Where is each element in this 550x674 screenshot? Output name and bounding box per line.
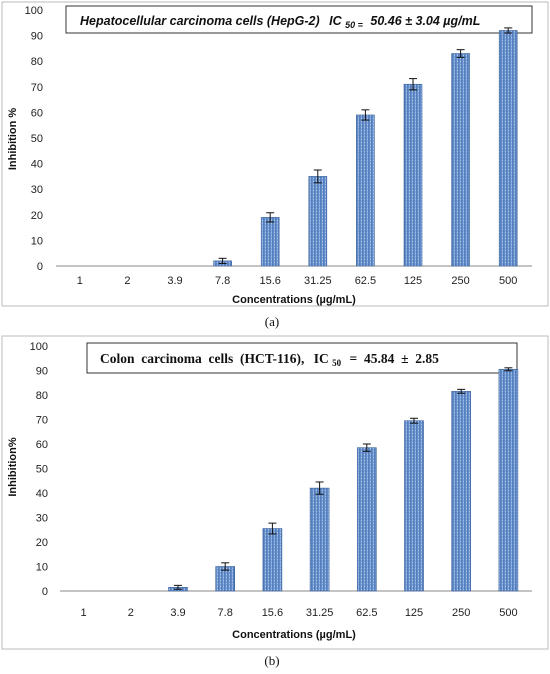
bar: [260, 217, 280, 267]
y-tick-label: 40: [36, 488, 48, 500]
x-tick-label: 250: [452, 607, 470, 619]
chart-a-xlabel: Concentrations (µg/mL): [232, 294, 356, 306]
x-tick-label: 31.25: [304, 275, 332, 287]
chart-a-title-ic: IC: [329, 14, 342, 28]
x-tick-label: 250: [451, 275, 469, 287]
chart-b: Colon carcinoma cells (HCT-116), IC 50 =…: [1, 335, 549, 650]
chart-b-title-ic-sub: 50: [332, 358, 342, 368]
y-tick-label: 50: [36, 464, 48, 476]
chart-b-plot: 0 10 20 30 40 50 60 70 80 90 100 1 2 3.9 7.8 15.6 31.25 6…: [30, 341, 532, 619]
y-tick-label: 90: [36, 366, 48, 378]
x-tick-label: 500: [499, 607, 517, 619]
x-tick-label: 15.6: [259, 275, 280, 287]
bar: [451, 53, 470, 267]
chart-b-xlabel: Concentrations (µg/mL): [232, 629, 356, 641]
chart-a-frame: [1, 1, 549, 307]
y-tick-label: 30: [36, 513, 48, 525]
x-tick-label: 62.5: [356, 607, 377, 619]
y-tick-label: 0: [42, 586, 48, 598]
chart-b-title-main: Colon carcinoma cells (HCT-116),: [100, 351, 304, 366]
chart-a-ylabel: Inhibition %: [7, 108, 19, 171]
bar: [404, 420, 424, 592]
x-tick-label: 31.25: [306, 607, 334, 619]
x-tick-label: 62.5: [355, 275, 376, 287]
x-tick-label: 125: [404, 275, 422, 287]
chart-b-title-box: [86, 342, 518, 374]
chart-a-title: Hepatocellular carcinoma cells (HepG-2) …: [80, 14, 480, 31]
chart-a-title-main: Hepatocellular carcinoma cells (HepG-2): [80, 14, 320, 28]
bar: [309, 487, 330, 592]
bar: [308, 176, 328, 267]
x-tick-label: 2: [128, 607, 134, 619]
y-tick-label: 20: [31, 210, 43, 222]
x-tick-label: 15.6: [262, 607, 283, 619]
chart-b-title: Colon carcinoma cells (HCT-116), IC 50 =…: [100, 351, 439, 369]
x-tick-label: 2: [124, 275, 130, 287]
chart-a-title-box: [65, 5, 533, 34]
chart-a-plot: 0 10 20 30 40 50 60 70 80 90 100 1 2 3.9 7.8 15.6 31.25 6…: [25, 5, 532, 287]
chart-b-title-ic-value: = 45.84 ± 2.85: [350, 351, 440, 366]
bar: [356, 447, 377, 592]
bar: [356, 114, 375, 267]
y-tick-label: 70: [36, 415, 48, 427]
y-tick-label: 80: [36, 390, 48, 402]
y-tick-label: 50: [31, 133, 43, 145]
y-tick-label: 30: [31, 184, 43, 196]
y-tick-label: 100: [30, 341, 48, 353]
caption-a: (a): [265, 314, 279, 329]
chart-b-ylabel: Inhibition%: [7, 437, 19, 496]
chart-a-title-ic-value: 50.46 ± 3.04 µg/mL: [370, 14, 480, 28]
x-tick-label: 125: [405, 607, 423, 619]
y-tick-label: 10: [36, 562, 48, 574]
y-tick-label: 80: [31, 56, 43, 68]
x-tick-label: 3.9: [167, 275, 182, 287]
y-tick-label: 20: [36, 537, 48, 549]
bar: [262, 528, 283, 592]
x-tick-label: 7.8: [215, 275, 230, 287]
y-tick-label: 60: [36, 439, 48, 451]
y-tick-label: 10: [31, 235, 43, 247]
y-tick-label: 40: [31, 159, 43, 171]
chart-b-title-ic: IC: [314, 351, 329, 366]
bar: [498, 368, 519, 592]
bar: [403, 83, 423, 267]
y-tick-label: 0: [37, 261, 43, 273]
bar: [498, 30, 518, 267]
y-tick-label: 60: [31, 107, 43, 119]
y-tick-label: 90: [31, 31, 43, 43]
x-tick-label: 3.9: [170, 607, 185, 619]
x-tick-label: 500: [499, 275, 517, 287]
chart-b-frame: [1, 335, 549, 650]
chart-a-title-ic-sub: 50 =: [345, 20, 364, 30]
caption-b: (b): [264, 653, 279, 668]
x-tick-label: 1: [77, 275, 83, 287]
x-tick-label: 1: [81, 607, 87, 619]
y-tick-label: 70: [31, 82, 43, 94]
x-tick-label: 7.8: [218, 607, 233, 619]
bar: [451, 391, 472, 592]
y-tick-label: 100: [25, 5, 43, 17]
chart-a: Hepatocellular carcinoma cells (HepG-2) …: [1, 1, 549, 307]
